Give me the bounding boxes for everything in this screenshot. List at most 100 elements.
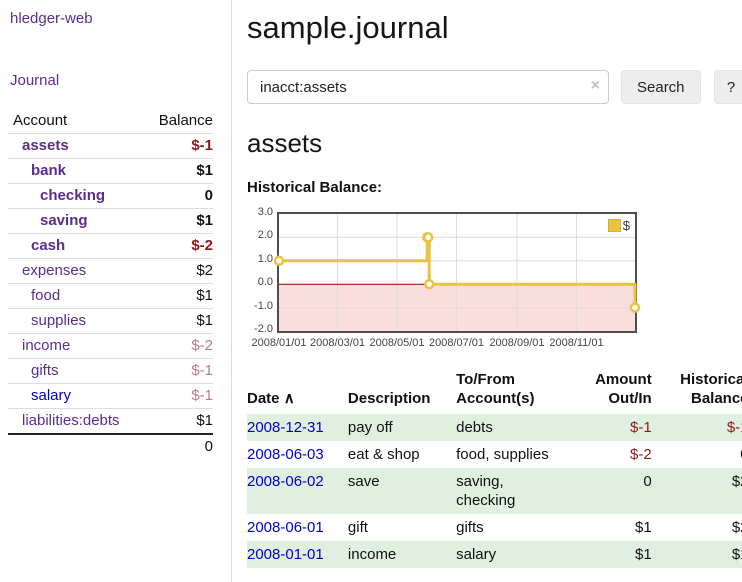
page-title: sample.journal [247, 10, 449, 45]
app-brand-link[interactable]: hledger-web [10, 10, 93, 27]
search-button[interactable]: Search [621, 70, 701, 104]
chart-plot-area: $ [273, 212, 641, 333]
account-row: liabilities:debts $1 [8, 408, 213, 434]
account-link-saving[interactable]: saving [40, 212, 88, 229]
legend-swatch-icon [607, 219, 621, 232]
transaction-amount: 0 [643, 473, 652, 490]
x-axis-tick: 2008/09/01 [489, 337, 545, 349]
transaction-date-link[interactable]: 2008-06-03 [247, 446, 324, 463]
account-balance: $1 [145, 283, 213, 309]
transaction-date-link[interactable]: 2008-06-01 [247, 519, 324, 536]
accounts-header-balance: Balance [158, 112, 213, 129]
spacer [8, 433, 146, 459]
transaction-description: pay off [347, 419, 393, 436]
transaction-amount: $1 [635, 519, 652, 536]
account-link-salary[interactable]: salary [31, 387, 72, 404]
transaction-accounts: salary [456, 546, 497, 563]
register-row: 2008-01-01 income salary $1 $1 [247, 541, 742, 568]
chart-heading: Historical Balance: [247, 179, 383, 196]
transaction-amount: $-2 [630, 446, 652, 463]
account-link-assets[interactable]: assets [22, 137, 69, 154]
chart-legend: $ [606, 218, 631, 233]
account-balance: $-1 [145, 383, 213, 409]
x-axis-tick: 2008/01/01 [251, 337, 307, 349]
account-balance: 0 [145, 183, 213, 209]
chart-svg [273, 214, 641, 331]
transaction-date-link[interactable]: 2008-06-02 [247, 473, 324, 490]
y-axis-tick: 3.0 [257, 206, 273, 218]
sidebar-item-journal[interactable]: Journal [10, 72, 60, 89]
account-link-checking[interactable]: checking [40, 187, 106, 204]
account-heading: assets [247, 128, 323, 158]
account-link-income[interactable]: income [22, 337, 71, 354]
account-row: gifts $-1 [8, 358, 213, 384]
account-balance: $1 [145, 208, 213, 234]
account-link-gifts[interactable]: gifts [31, 362, 59, 379]
accounts-total-value: 0 [145, 433, 213, 459]
x-axis-tick: 2008/07/01 [428, 337, 485, 349]
account-row: supplies $1 [8, 308, 213, 334]
sort-ascending-icon: ∧ [283, 390, 295, 407]
account-row: bank $1 [8, 158, 213, 184]
transaction-balance: $2 [731, 473, 742, 490]
help-button[interactable]: ? [713, 70, 742, 104]
transaction-accounts: saving, checking [456, 473, 516, 509]
account-link-food[interactable]: food [31, 287, 61, 304]
register-header-date[interactable]: Date ∧ [247, 390, 295, 407]
account-balance: $-1 [145, 358, 213, 384]
transaction-amount: $1 [635, 546, 652, 563]
transaction-balance: $2 [731, 519, 742, 536]
account-link-liabilities-debts[interactable]: liabilities:debts [22, 412, 120, 429]
account-row: salary $-1 [8, 383, 213, 409]
transaction-description: eat & shop [347, 446, 420, 463]
register-header-description: Description [347, 390, 431, 407]
account-row: food $1 [8, 283, 213, 309]
transaction-accounts: debts [456, 419, 493, 436]
account-row: checking 0 [8, 183, 213, 209]
y-axis-tick: 0.0 [257, 276, 273, 289]
transaction-balance: $1 [731, 546, 742, 563]
account-balance: $1 [145, 308, 213, 334]
register-header-amount: Amount Out/In [595, 371, 652, 407]
x-axis-tick: 2008/05/01 [369, 337, 425, 349]
accounts-header-account: Account [13, 112, 68, 129]
register-header-accounts: To/From Account(s) [456, 371, 535, 407]
main-content: sample.journal × Search ? assets Histori… [232, 0, 742, 582]
account-balance: $1 [145, 408, 213, 434]
transaction-accounts: gifts [456, 519, 484, 536]
accounts-header-row: Account Balance [8, 109, 213, 134]
account-balance: $-2 [145, 333, 213, 359]
transaction-description: save [347, 473, 380, 490]
transaction-description: gift [347, 519, 368, 536]
account-link-bank[interactable]: bank [31, 162, 67, 179]
account-row: cash $-2 [8, 233, 213, 259]
register-header-balance: Historical Balance [680, 371, 742, 407]
transaction-date-link[interactable]: 2008-01-01 [247, 546, 324, 563]
y-axis-tick: 1.0 [257, 252, 273, 265]
transaction-date-link[interactable]: 2008-12-31 [247, 419, 324, 436]
search-input[interactable] [247, 70, 609, 104]
register-row: 2008-06-02 save saving, checking 0 $2 [247, 468, 742, 514]
accounts-total-row: 0 [8, 433, 213, 459]
legend-label: $ [622, 218, 630, 233]
account-row: income $-2 [8, 333, 213, 359]
account-balance: $-2 [145, 233, 213, 259]
register-table: Date ∧ Description To/From Account(s) Am… [247, 368, 742, 568]
clear-search-icon[interactable]: × [590, 77, 600, 94]
y-axis-tick: 2.0 [257, 229, 273, 242]
account-row: expenses $2 [8, 258, 213, 284]
account-link-supplies[interactable]: supplies [31, 312, 87, 329]
account-balance: $2 [145, 258, 213, 284]
account-row: saving $1 [8, 208, 213, 234]
account-row: assets $-1 [8, 133, 213, 159]
account-link-cash[interactable]: cash [31, 237, 66, 254]
transaction-accounts: food, supplies [456, 446, 549, 463]
transaction-description: income [347, 546, 397, 563]
sidebar: hledger-web Journal Account Balance asse… [0, 0, 232, 582]
account-link-expenses[interactable]: expenses [22, 262, 87, 279]
x-axis-tick: 2008/03/01 [309, 337, 366, 349]
balance-chart: $ 3.0 2.0 1.0 0.0 -1.0 -2.0 2008/01/01 2008/03/… [247, 206, 733, 354]
register-header-row: Date ∧ Description To/From Account(s) Am… [247, 368, 742, 414]
x-axis-tick: 2008/11/01 [549, 337, 604, 349]
transaction-balance: 0 [652, 441, 742, 468]
